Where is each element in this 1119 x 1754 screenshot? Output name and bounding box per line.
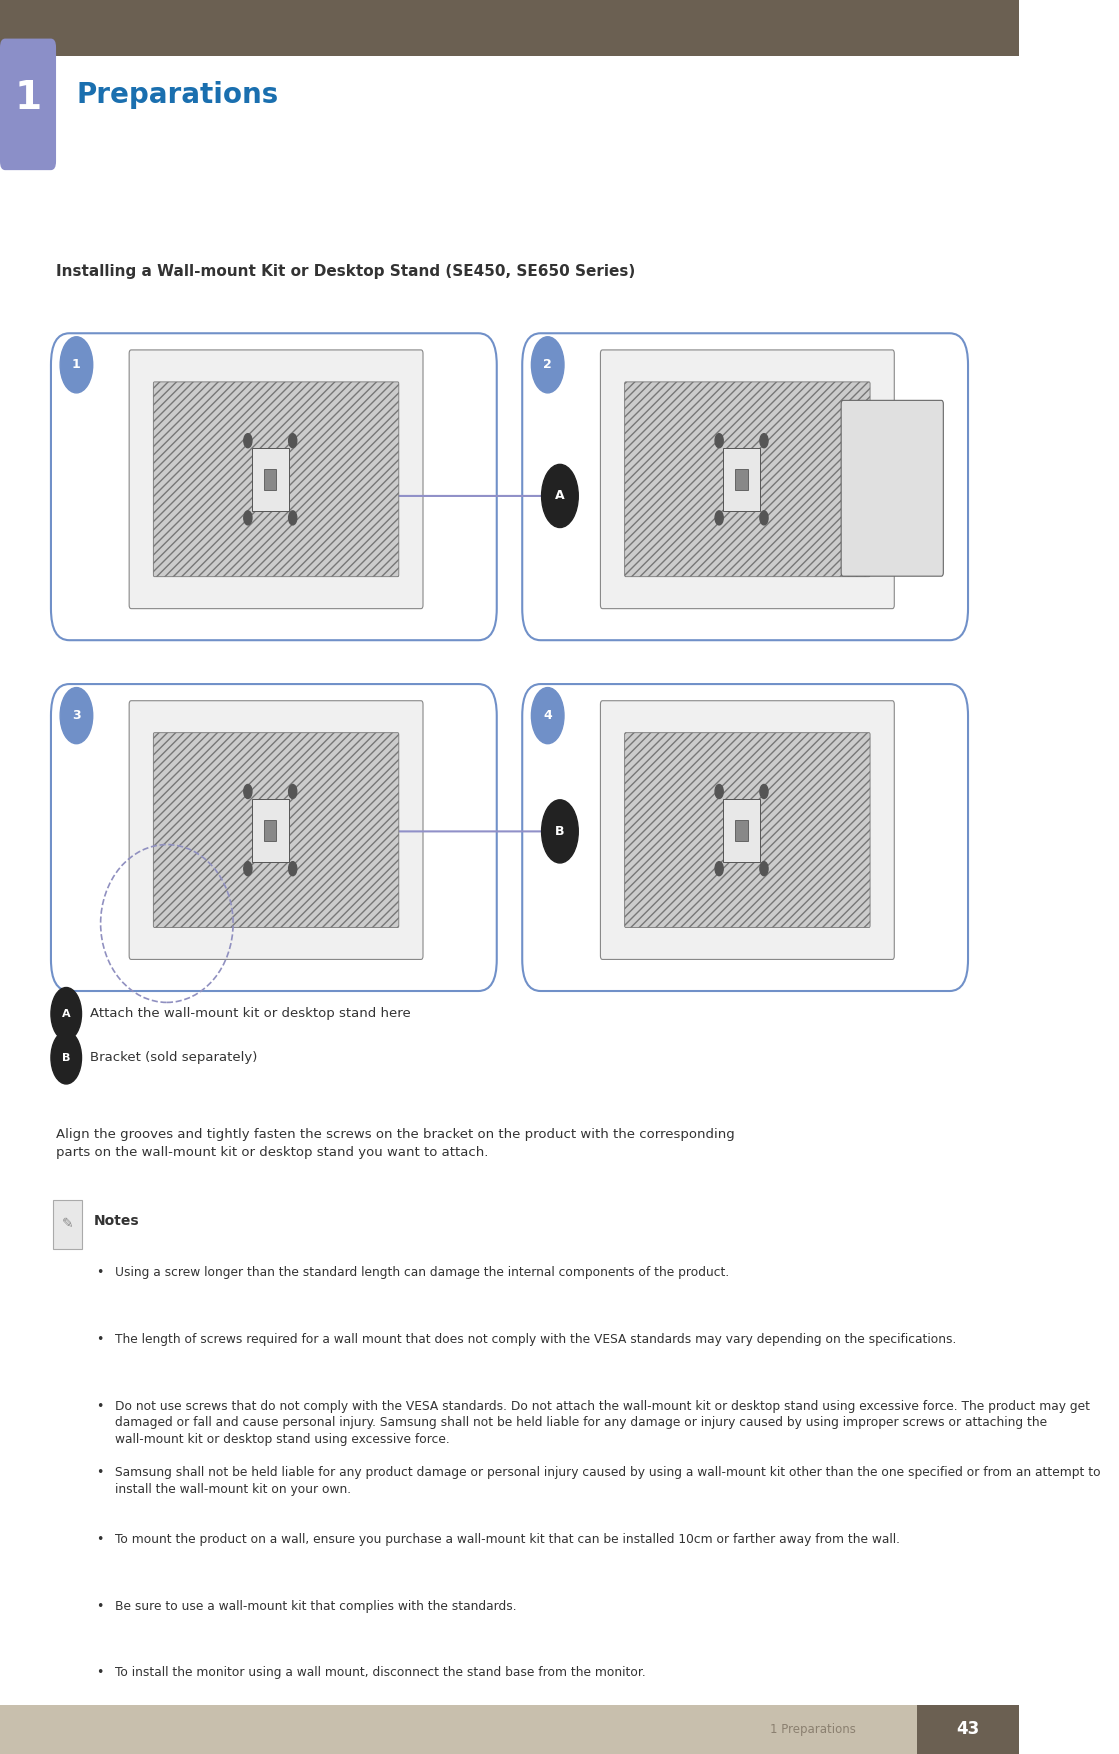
Text: •: • [96,1266,104,1279]
Text: •: • [96,1666,104,1679]
Circle shape [60,337,93,393]
Text: ✎: ✎ [62,1217,73,1231]
FancyBboxPatch shape [129,351,423,609]
FancyBboxPatch shape [624,382,871,577]
FancyBboxPatch shape [841,400,943,575]
Text: Bracket (sold separately): Bracket (sold separately) [90,1051,257,1065]
Circle shape [760,784,768,798]
Text: Installing a Wall-mount Kit or Desktop Stand (SE450, SE650 Series): Installing a Wall-mount Kit or Desktop S… [56,265,636,279]
Text: Notes: Notes [94,1214,140,1228]
Circle shape [532,688,564,744]
Circle shape [289,433,297,447]
Text: 1: 1 [72,358,81,372]
Circle shape [760,433,768,447]
Bar [0,0,1019,56]
Text: Samsung shall not be held liable for any product damage or personal injury cause: Samsung shall not be held liable for any… [115,1466,1101,1496]
Text: 1: 1 [15,79,41,118]
Circle shape [289,861,297,875]
Circle shape [542,800,579,863]
Bar [264,468,276,489]
FancyBboxPatch shape [51,333,497,640]
Bar [0,1705,1019,1754]
Circle shape [244,510,252,524]
Text: Be sure to use a wall-mount kit that complies with the standards.: Be sure to use a wall-mount kit that com… [115,1600,517,1612]
Circle shape [760,861,768,875]
Bar [252,798,289,861]
Text: To install the monitor using a wall mount, disconnect the stand base from the mo: To install the monitor using a wall moun… [115,1666,646,1679]
FancyBboxPatch shape [51,684,497,991]
FancyBboxPatch shape [523,333,968,640]
Text: Preparations: Preparations [76,81,279,109]
Circle shape [715,784,723,798]
Bar [735,468,747,489]
Bar [723,447,760,510]
FancyBboxPatch shape [153,733,398,928]
Text: A: A [62,1009,70,1019]
Text: Attach the wall-mount kit or desktop stand here: Attach the wall-mount kit or desktop sta… [90,1007,411,1021]
FancyBboxPatch shape [129,700,423,959]
Text: •: • [96,1333,104,1345]
Circle shape [51,988,82,1040]
Text: •: • [96,1600,104,1612]
Circle shape [289,784,297,798]
Text: 1 Preparations: 1 Preparations [770,1722,856,1736]
Text: Align the grooves and tightly fasten the screws on the bracket on the product wi: Align the grooves and tightly fasten the… [56,1128,735,1159]
Text: Using a screw longer than the standard length can damage the internal components: Using a screw longer than the standard l… [115,1266,730,1279]
Circle shape [715,510,723,524]
FancyBboxPatch shape [624,733,871,928]
Circle shape [542,465,579,528]
Circle shape [244,861,252,875]
Text: 3: 3 [72,709,81,723]
FancyBboxPatch shape [153,382,398,577]
Circle shape [715,433,723,447]
Text: Do not use screws that do not comply with the VESA standards. Do not attach the : Do not use screws that do not comply wit… [115,1400,1090,1445]
FancyBboxPatch shape [0,39,56,170]
Circle shape [244,433,252,447]
Text: A: A [555,489,565,502]
Bar [53,1200,82,1249]
FancyBboxPatch shape [601,700,894,959]
Bar [252,447,289,510]
Text: B: B [555,824,565,838]
Circle shape [60,688,93,744]
FancyBboxPatch shape [601,351,894,609]
Text: •: • [96,1466,104,1479]
Circle shape [532,337,564,393]
Bar [735,819,747,840]
Text: B: B [62,1052,70,1063]
Circle shape [51,1031,82,1084]
Bar [723,798,760,861]
FancyBboxPatch shape [523,684,968,991]
Circle shape [715,861,723,875]
Text: The length of screws required for a wall mount that does not comply with the VES: The length of screws required for a wall… [115,1333,957,1345]
Text: •: • [96,1533,104,1545]
Text: 2: 2 [544,358,552,372]
Circle shape [760,510,768,524]
Text: 4: 4 [544,709,552,723]
Text: •: • [96,1400,104,1412]
Text: 43: 43 [957,1721,979,1738]
Circle shape [289,510,297,524]
Bar [918,1705,1019,1754]
Circle shape [244,784,252,798]
Bar [264,819,276,840]
Text: To mount the product on a wall, ensure you purchase a wall-mount kit that can be: To mount the product on a wall, ensure y… [115,1533,900,1545]
